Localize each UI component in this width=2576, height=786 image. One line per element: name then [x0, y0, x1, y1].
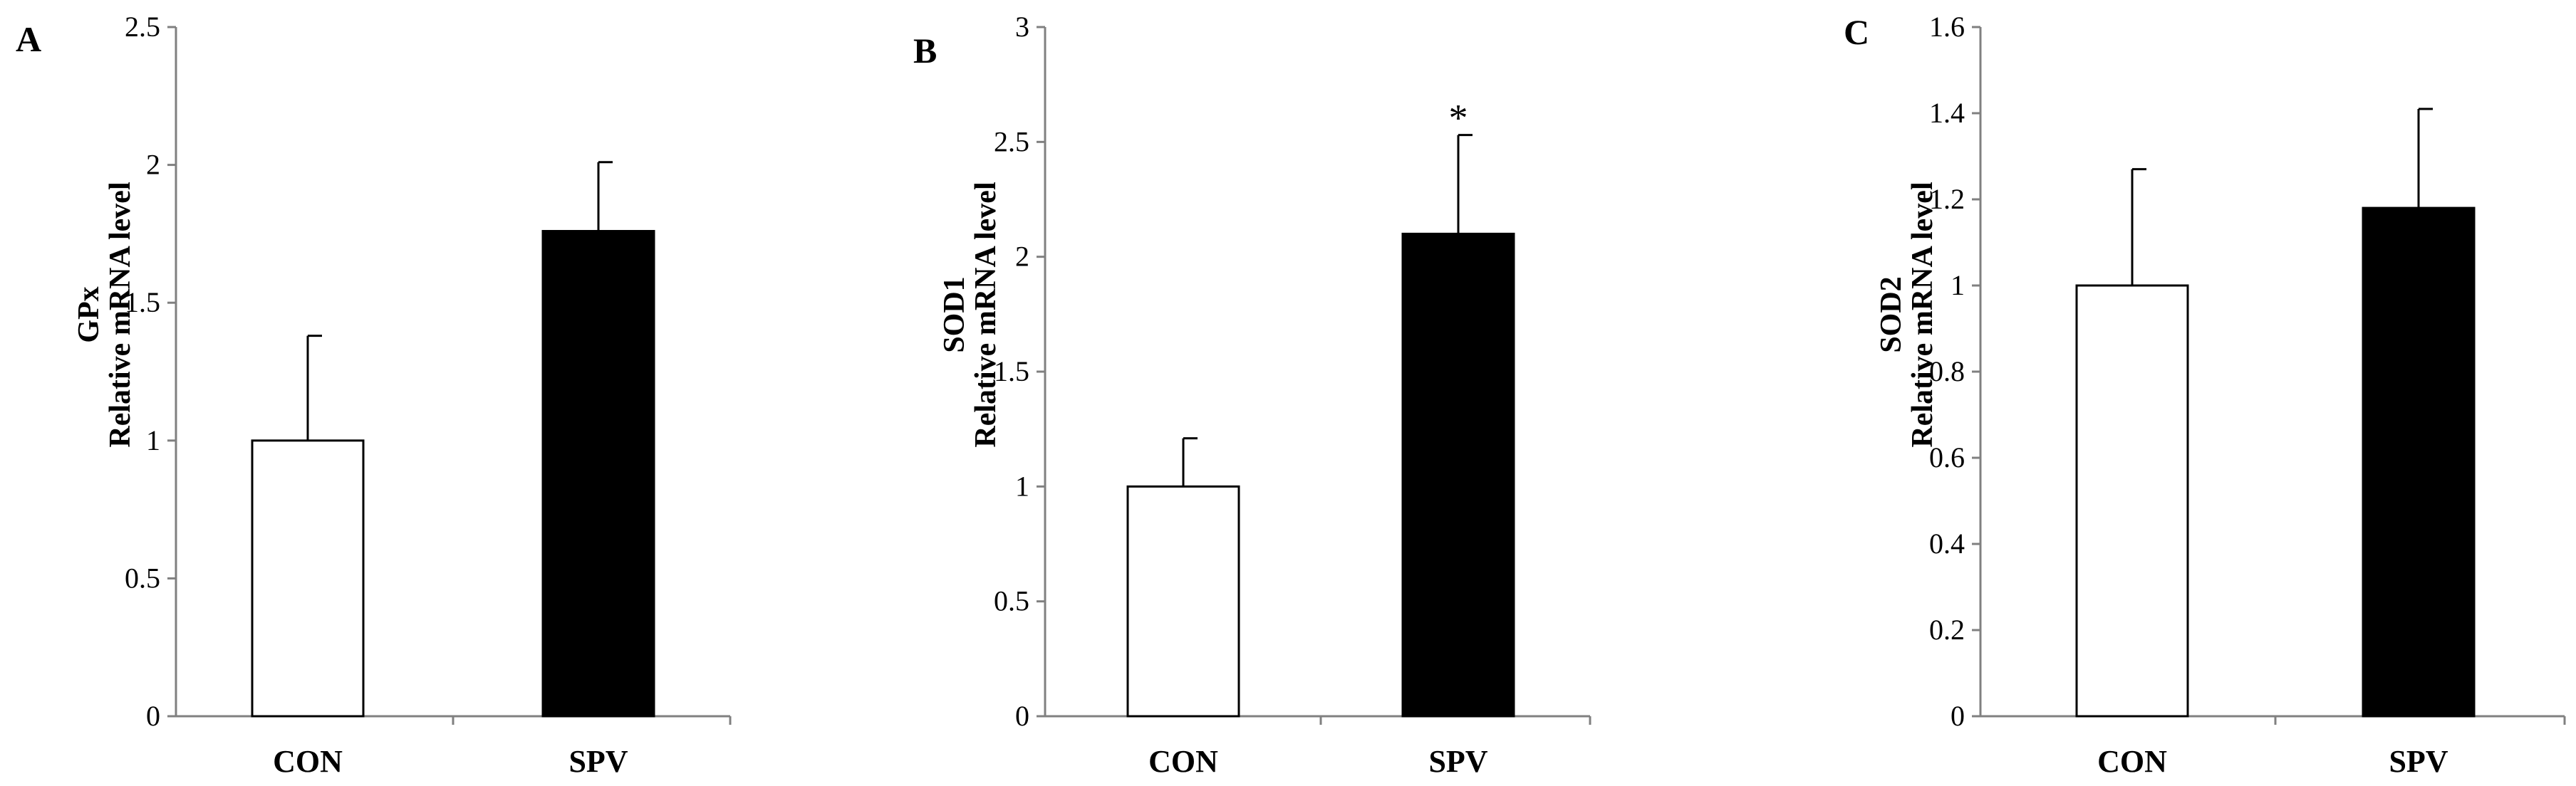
panel-a-letter: A	[16, 19, 41, 59]
panel-c-y-tick-label: 1.6	[1929, 11, 1965, 43]
panel-b-y-tick-label: 1.5	[994, 355, 1029, 387]
panel-b-y-tick-label: 2	[1015, 241, 1029, 273]
panel-a-y-axis-label-line: GPx	[73, 286, 105, 342]
panel-a-y-tick-label: 1	[146, 424, 160, 456]
panel-a-y-axis-label-line: Relative mRNA level	[104, 182, 137, 447]
panel-c-y-tick-label: 0.8	[1929, 355, 1965, 387]
panel-c-y-tick-label: 0.6	[1929, 441, 1965, 473]
panel-b-y-axis-label-line: Relative mRNA level	[970, 182, 1002, 447]
panel-a-category-label-con: CON	[273, 744, 343, 779]
panel-a-y-tick-label: 0.5	[125, 562, 160, 594]
panel-a-bar-con	[251, 439, 365, 718]
panel-c-y-tick-label: 0.4	[1929, 528, 1965, 560]
panel-c-y-tick-label: 1	[1951, 269, 1965, 301]
panel-c-category-label-spv: SPV	[2389, 744, 2448, 779]
panel-b-y-tick-label: 1	[1015, 470, 1029, 502]
panel-a-y-tick-label: 2	[146, 149, 160, 181]
panel-b-category-label-con: CON	[1148, 744, 1218, 779]
panel-a-y-tick-label: 1.5	[125, 286, 160, 318]
panel-c-bar-spv	[2362, 206, 2476, 718]
panel-a-bar-spv	[541, 230, 655, 718]
panel-c-y-axis-label-line: Relative mRNA level	[1906, 182, 1939, 447]
panel-c-y-tick-label: 1.4	[1929, 97, 1965, 129]
panel-b-y-tick-label: 0	[1015, 700, 1029, 732]
panel-b-y-tick-label: 0.5	[994, 585, 1029, 617]
panel-c-y-tick-label: 0	[1951, 700, 1965, 732]
panel-a-y-tick-label: 0	[146, 700, 160, 732]
panel-c-letter: C	[1844, 12, 1869, 52]
panel-b-significance-mark: *	[1449, 97, 1468, 140]
panel-b-y-axis-label-line: SOD1	[938, 276, 971, 352]
panel-c-y-axis-label-line: SOD2	[1875, 276, 1908, 352]
panel-a-y-tick-label: 2.5	[125, 11, 160, 43]
panel-b-y-tick-label: 2.5	[994, 125, 1029, 157]
panel-b-bar-con	[1126, 485, 1240, 718]
panel-c-y-tick-label: 0.2	[1929, 614, 1965, 646]
panel-b-bar-spv	[1401, 232, 1515, 718]
panel-b-y-tick-label: 3	[1015, 11, 1029, 43]
panel-c-y-tick-label: 1.2	[1929, 183, 1965, 215]
panel-b-category-label-spv: SPV	[1428, 744, 1487, 779]
panel-b-letter: B	[913, 31, 937, 70]
panel-a-category-label-spv: SPV	[568, 744, 628, 779]
panel-c-category-label-con: CON	[2097, 744, 2167, 779]
panel-c-bar-con	[2075, 284, 2189, 718]
